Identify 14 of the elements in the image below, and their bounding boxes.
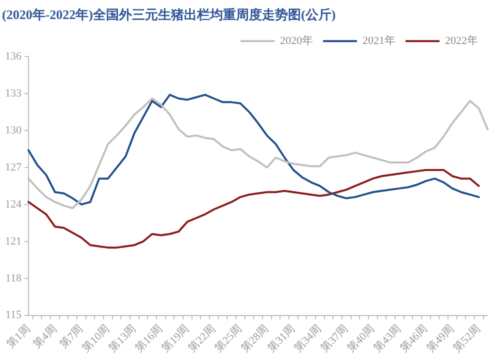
x-tick-label: 第1周 bbox=[4, 322, 33, 351]
y-tick-label: 118 bbox=[5, 272, 22, 284]
y-tick-label: 130 bbox=[5, 124, 22, 136]
x-tick-label: 第4周 bbox=[31, 322, 60, 351]
y-tick-label: 124 bbox=[5, 198, 22, 210]
legend-label: 2022年 bbox=[445, 34, 478, 47]
y-tick-label: 115 bbox=[5, 309, 22, 322]
chart-title: (2020年-2022年)全国外三元生猪出栏均重周度走势图(公斤) bbox=[2, 7, 336, 22]
y-tick-label: 133 bbox=[5, 87, 22, 100]
y-tick-label: 136 bbox=[5, 50, 22, 62]
y-tick-label: 121 bbox=[5, 235, 22, 248]
legend-label: 2020年 bbox=[280, 34, 313, 47]
y-tick-label: 127 bbox=[5, 161, 22, 174]
legend-label: 2021年 bbox=[362, 34, 396, 47]
